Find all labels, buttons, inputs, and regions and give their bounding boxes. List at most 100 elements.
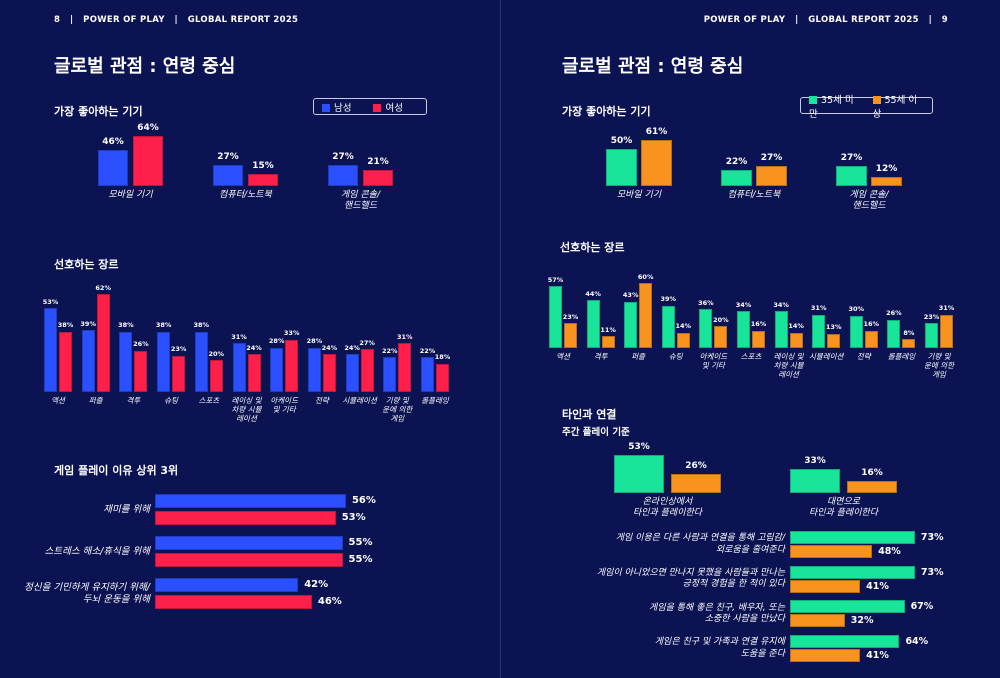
right-genre-category-label: 슈팅: [668, 352, 683, 361]
legend-swatch: [809, 96, 817, 104]
legend-item: 남성: [322, 100, 351, 114]
left-genre-bar: [270, 347, 284, 392]
left-genre-value-label: 18%: [434, 353, 451, 362]
right-device-value-label: 27%: [760, 152, 783, 163]
right-genre-value-label: 60%: [637, 272, 654, 281]
left-reasons-value-label: 56%: [351, 495, 376, 506]
left-reasons-value-label: 55%: [348, 554, 373, 565]
left-genre-bar: [383, 357, 397, 392]
right-device-bar: [606, 148, 637, 186]
left-genre-category-label: 슈팅: [164, 396, 178, 405]
right-genre-category-label: 아케이드 및 기타: [699, 352, 728, 370]
right-genre-value-label: 26%: [886, 309, 902, 318]
right-genre-value-label: 14%: [675, 322, 692, 331]
right-genre-value-label: 39%: [660, 295, 677, 304]
left-genre-bar: [322, 354, 336, 392]
right-genre-category-label: 기량 및 운에 의한 게임: [924, 352, 954, 379]
left-reasons-bar: [155, 595, 312, 609]
right-attitudes-value-label: 64%: [905, 636, 929, 648]
left-genre-category-label: 퍼즐: [88, 396, 103, 405]
right-genre-category-label: 액션: [556, 352, 570, 361]
right-genre-bar: [639, 283, 653, 348]
left-genre-bar: [119, 331, 133, 392]
left-genre-bar: [96, 294, 110, 392]
left-genre-category-label: 전략: [314, 396, 329, 405]
right-attitudes-category-label: 게임은 친구 및 가족과 연결 유지에 도움을 준다: [654, 637, 785, 659]
left-genre-value-label: 31%: [397, 332, 413, 341]
right-genre-bar: [925, 323, 938, 348]
left-genre-category-label: 기량 및 운에 의한 게임: [382, 396, 413, 423]
left-reasons-category-label: 정신을 기민하게 유지하기 위해/두뇌 운동을 위해: [24, 581, 150, 605]
right-genre-value-label: 11%: [600, 325, 616, 334]
right-attitudes-value-label: 73%: [920, 566, 944, 578]
right-connect-subtitle: 주간 플레이 기준: [562, 427, 630, 438]
right-device-value-label: 27%: [840, 152, 863, 163]
right-attitudes-bar: [790, 649, 861, 663]
left-genre-value-label: 28%: [306, 337, 323, 346]
left-header: 8 | POWER OF PLAY | GLOBAL REPORT 2025: [54, 15, 299, 25]
right-connect-bar: [614, 454, 664, 493]
left-device-bar: [213, 164, 243, 186]
right-genre-bar: [864, 330, 878, 348]
right-device-value-label: 12%: [875, 164, 898, 174]
right-connect-value-label: 16%: [861, 468, 883, 479]
right-device-bar: [756, 165, 787, 186]
right-genre-value-label: 14%: [788, 322, 804, 331]
right-attitudes-bar: [790, 565, 915, 579]
left-genre-bar: [194, 331, 208, 392]
left-genre-value-label: 22%: [419, 346, 436, 355]
right-attitudes-value-label: 32%: [850, 615, 874, 627]
left-device-bar: [98, 150, 128, 186]
right-attitudes-category-label: 게임을 통해 좋은 친구, 배우자, 또는 소중한 사람을 만났다: [649, 602, 785, 624]
left-genre-bar: [232, 343, 246, 392]
right-attitudes-bar: [790, 579, 861, 593]
right-genre-category-label: 전략: [856, 352, 871, 361]
right-genre-value-label: 20%: [713, 315, 729, 324]
right-connect-value-label: 53%: [628, 441, 650, 452]
right-genre-bar: [902, 339, 916, 348]
right-connect-bar: [671, 474, 721, 493]
left-device-value-label: 15%: [252, 161, 274, 172]
right-genre-bar: [849, 315, 863, 348]
right-genre-category-label: 스포츠: [740, 352, 762, 361]
right-genre-value-label: 13%: [825, 323, 842, 332]
left-genre-bar: [436, 363, 449, 392]
left-reasons-bar: [155, 578, 299, 592]
left-genre-value-label: 38%: [57, 321, 74, 330]
left-reasons-bar: [155, 553, 343, 567]
right-genre-title: 선호하는 장르: [560, 241, 625, 254]
right-legend: 35세 미만 55세 이상: [800, 95, 933, 120]
left-reasons-category-label: 재미를 위해: [103, 503, 150, 515]
right-genre-value-label: 43%: [622, 291, 639, 300]
right-attitudes-value-label: 48%: [878, 546, 901, 557]
left-device-bar: [248, 174, 278, 186]
right-device-value-label: 61%: [645, 127, 668, 138]
left-genre-value-label: 38%: [193, 321, 210, 330]
right-attitudes-value-label: 41%: [866, 650, 889, 662]
left-genre-bar: [247, 354, 261, 392]
left-genre-value-label: 53%: [42, 297, 59, 306]
left-device-value-label: 21%: [367, 156, 389, 167]
right-genre-bar: [714, 326, 728, 348]
right-genre-category-label: 격투: [593, 352, 608, 361]
left-reasons-value-label: 53%: [341, 512, 366, 523]
right-genre-category-label: 시뮬레이션: [808, 352, 844, 361]
left-genre-value-label: 26%: [133, 340, 149, 349]
right-attitudes-bar: [790, 614, 845, 628]
left-genre-category-label: 스포츠: [198, 396, 220, 405]
left-genre-value-label: 31%: [231, 332, 247, 341]
left-genre-bar: [360, 349, 374, 392]
right-genre-bar: [564, 323, 577, 348]
right-genre-bar: [586, 300, 600, 348]
right-device-title: 가장 좋아하는 기기: [562, 105, 651, 118]
right-genre-bar: [601, 336, 615, 348]
left-genre-value-label: 24%: [321, 343, 338, 352]
right-genre-value-label: 16%: [750, 320, 767, 329]
left-device-bar: [363, 169, 393, 186]
right-genre-value-label: 30%: [848, 305, 865, 314]
right-genre-bar: [699, 309, 713, 348]
left-genre-value-label: 23%: [170, 345, 187, 354]
right-device-value-label: 50%: [610, 135, 633, 146]
left-genre-bar: [44, 308, 57, 392]
right-genre-bar: [812, 314, 826, 348]
